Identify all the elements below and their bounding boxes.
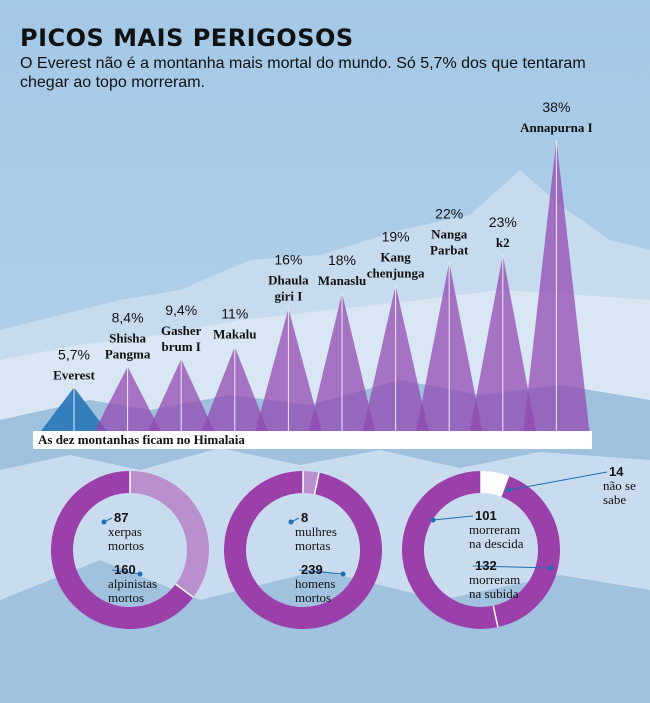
leader-line xyxy=(290,517,300,523)
peak-name-label: k2 xyxy=(496,235,510,250)
donut-charts: 87xerpasmortos160alpinistasmortos8mulhre… xyxy=(51,464,636,629)
donut-separator xyxy=(492,605,499,628)
donut-value-label: 8 xyxy=(301,510,308,525)
peak-pct-label: 5,7% xyxy=(58,346,90,362)
peak-pct-label: 22% xyxy=(435,205,463,221)
page-title: PICOS MAIS PERIGOSOS xyxy=(20,24,354,52)
donut-category-label: na descida xyxy=(469,536,524,551)
donut-value-label: 239 xyxy=(301,562,323,577)
peak-name-label: Shisha xyxy=(109,331,146,346)
peak-pct-label: 19% xyxy=(382,228,410,244)
donut-slice xyxy=(302,471,319,495)
donut-slice xyxy=(402,471,498,629)
donut-category-label: mortas xyxy=(295,538,330,553)
donut-category-label: alpinistas xyxy=(108,576,157,591)
peak-name-label: Kang xyxy=(380,249,411,264)
peak-pct-label: 23% xyxy=(489,214,517,230)
donut-category-label: mulhres xyxy=(295,524,337,539)
peak-pct-label: 16% xyxy=(274,251,302,267)
page-subtitle: O Everest não é a montanha mais mortal d… xyxy=(20,55,586,91)
peak-name-label: giri I xyxy=(274,288,302,303)
donut-category-label: sabe xyxy=(603,492,626,507)
leader-line xyxy=(432,515,474,521)
peak-pct-label: 8,4% xyxy=(112,310,144,326)
donut-category-label: xerpas xyxy=(108,524,142,539)
peak-name-label: Annapurna I xyxy=(520,120,593,135)
peak-name-label: Manaslu xyxy=(318,273,366,288)
chart-caption: As dez montanhas ficam no Himalaia xyxy=(38,432,245,447)
leader-line xyxy=(508,471,608,491)
peak-pct-label: 11% xyxy=(221,306,248,322)
leader-line xyxy=(103,517,113,523)
peak-pct-label: 9,4% xyxy=(165,302,197,318)
donut-slice xyxy=(492,475,560,628)
peak-name-label: Everest xyxy=(53,367,95,382)
donut-separator xyxy=(500,475,510,497)
donut-category-label: morreram xyxy=(469,522,520,537)
peak-pct-label: 18% xyxy=(328,252,356,268)
donut-slice xyxy=(51,471,194,629)
donut-category-label: não se xyxy=(603,478,636,493)
donut-slice xyxy=(480,471,509,497)
donut-category-label: mortos xyxy=(108,538,144,553)
donut-value-label: 14 xyxy=(609,464,624,479)
peak-name-label: chenjunga xyxy=(367,265,425,280)
caption-bar xyxy=(33,431,592,449)
donut-category-label: homens xyxy=(295,576,335,591)
peak-name-label: Dhaula xyxy=(268,272,309,287)
peak-pct-label: 38% xyxy=(542,99,570,115)
donut-separator xyxy=(313,472,320,495)
donut-value-label: 132 xyxy=(475,558,497,573)
donut-category-label: morreram xyxy=(469,572,520,587)
donut-slice xyxy=(129,471,209,598)
donut-category-label: mortos xyxy=(295,590,331,605)
donut-category-label: mortos xyxy=(108,590,144,605)
donut-value-label: 87 xyxy=(114,510,128,525)
donut-slice xyxy=(224,471,382,629)
leader-line xyxy=(472,565,552,569)
peak-name-label: brum I xyxy=(162,339,201,354)
peak-name-label: Pangma xyxy=(105,347,151,362)
peak-name-label: Makalu xyxy=(213,327,256,342)
peak-name-label: Nanga xyxy=(431,226,468,241)
leader-line xyxy=(298,569,344,575)
donut-category-label: na subida xyxy=(469,586,519,601)
donut-value-label: 101 xyxy=(475,508,497,523)
donut-value-label: 160 xyxy=(114,562,136,577)
donut-separator xyxy=(175,583,194,598)
peak-name-label: Parbat xyxy=(430,242,469,257)
peak-name-label: Gasher xyxy=(161,323,202,338)
leader-line xyxy=(111,569,141,575)
